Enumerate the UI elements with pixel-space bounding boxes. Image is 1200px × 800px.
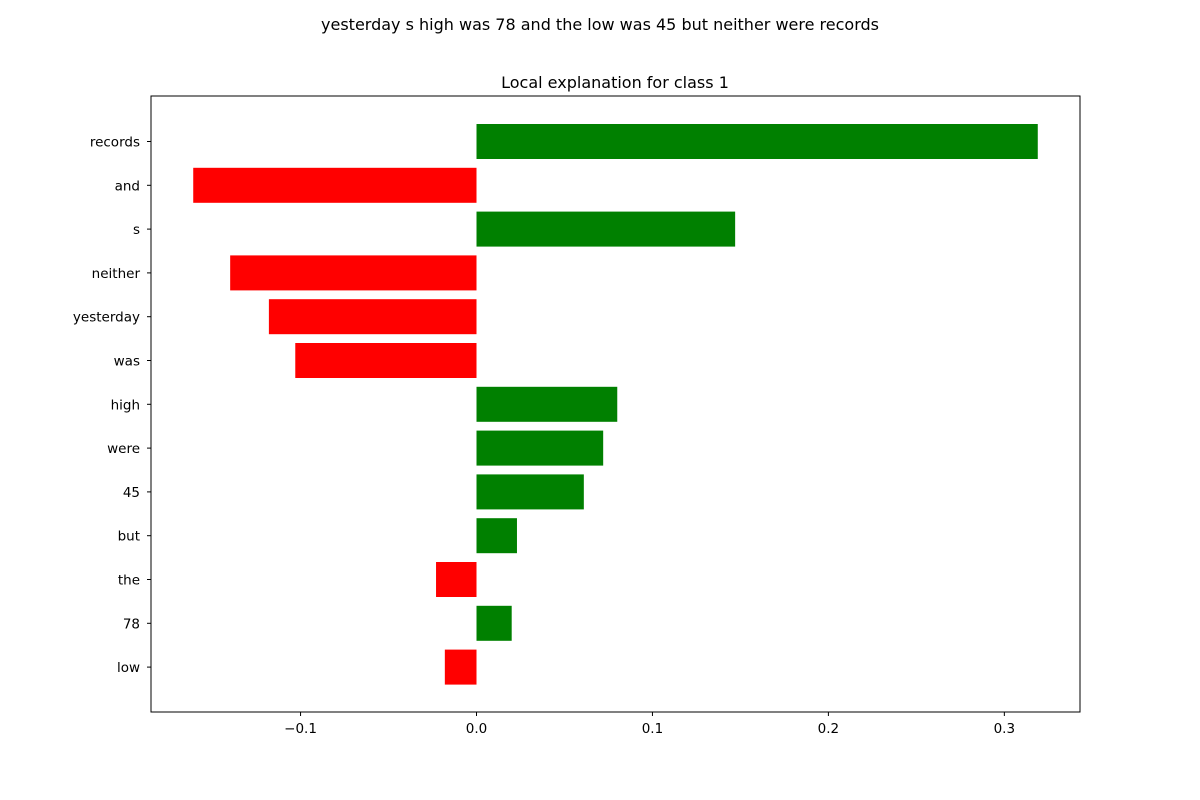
bar-yesterday [268, 299, 477, 335]
plot-frame [150, 95, 1081, 713]
y-tick-label: the [118, 573, 140, 589]
x-axis: −0.1 0.0 0.1 0.2 0.3 [284, 712, 1015, 737]
x-tick-label: −0.1 [284, 721, 317, 737]
figure-suptitle: yesterday s high was 78 and the low was … [321, 15, 879, 34]
x-tick-label: 0.3 [994, 721, 1015, 737]
bar-were [476, 430, 604, 466]
bar-the [436, 562, 477, 597]
bar-but [476, 518, 517, 554]
y-tick-label: was [114, 354, 140, 370]
x-tick-label: 0.2 [818, 721, 839, 737]
y-tick-label: 45 [123, 485, 140, 501]
bar-s [476, 211, 736, 247]
bar-45 [476, 474, 584, 510]
chart-title: Local explanation for class 1 [501, 73, 729, 92]
bar-was [295, 343, 477, 378]
bar-neither [230, 255, 477, 291]
bar-high [476, 386, 618, 422]
y-tick-label: and [115, 178, 140, 194]
y-tick-label: low [117, 660, 140, 676]
y-axis: records and s neither yesterday was high were 45… [73, 135, 151, 676]
y-tick-label: 78 [123, 616, 140, 632]
bar-78 [476, 605, 512, 641]
bar-low [444, 649, 477, 685]
y-tick-label: were [107, 441, 140, 457]
y-tick-label: high [111, 397, 140, 413]
bar-records [476, 124, 1038, 159]
x-tick-label: 0.1 [642, 721, 663, 737]
bars-group [193, 124, 1038, 685]
x-tick-label: 0.0 [466, 721, 487, 737]
y-tick-label: s [133, 222, 140, 238]
y-tick-label: yesterday [73, 310, 140, 326]
bar-and [193, 167, 477, 203]
y-tick-label: neither [92, 266, 141, 282]
y-tick-label: but [118, 529, 140, 545]
y-tick-label: records [90, 135, 140, 151]
